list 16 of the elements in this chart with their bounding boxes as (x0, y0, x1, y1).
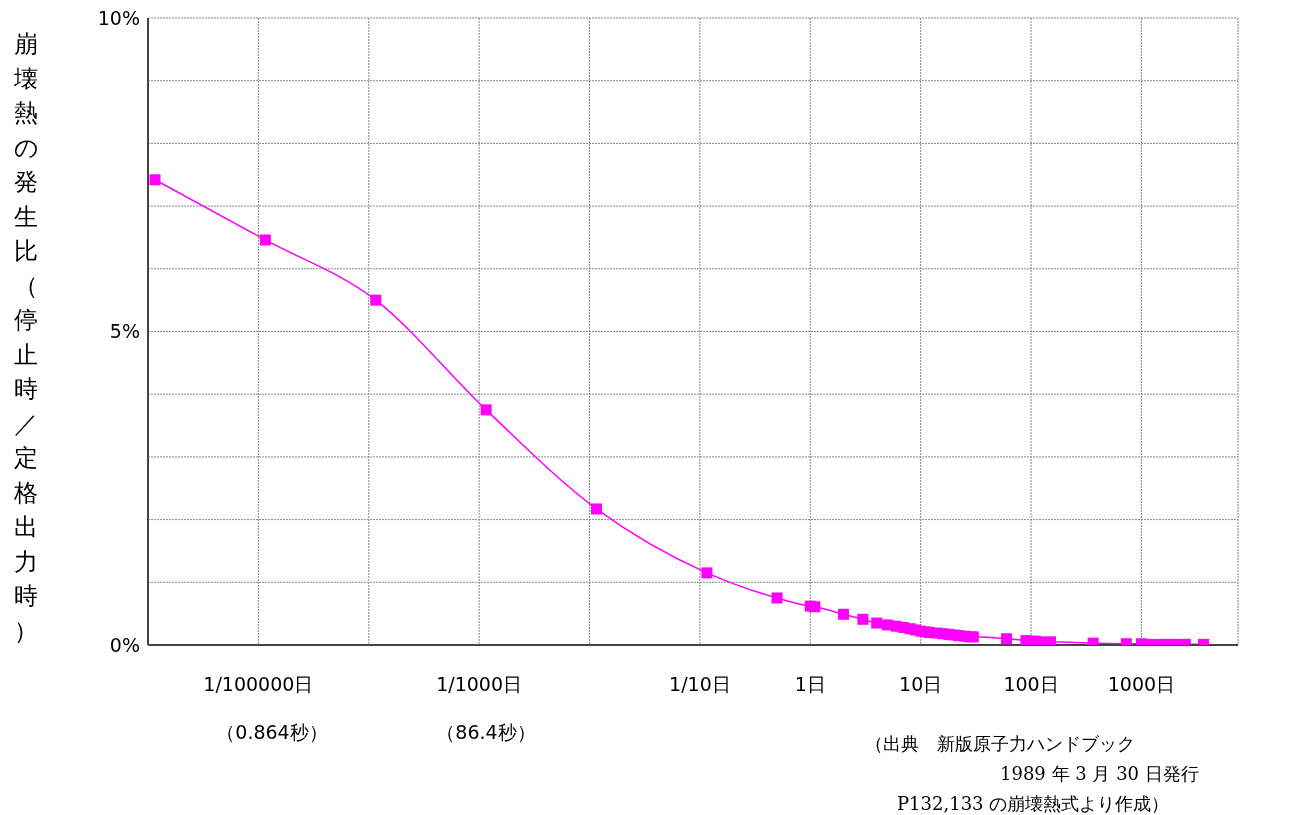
x-tick-label: 100日 (1003, 673, 1059, 695)
x-tick-label: 10日 (899, 673, 943, 695)
text: （0.864秒） (216, 720, 328, 745)
text: P132,133 の崩壊熱式より作成） (897, 792, 1170, 815)
text: 1989 年 3 月 30 日発行 (1000, 762, 1199, 786)
y-tick-label: 5% (109, 320, 140, 343)
x-tick-label: 1000日 (1107, 673, 1176, 695)
text: （86.4秒） (436, 720, 536, 745)
y-tick-label: 0% (109, 633, 140, 656)
x-tick-label: 1/100000日 (203, 673, 314, 695)
x-tick-label: 1/10日 (669, 673, 731, 695)
text: （出典 新版原子力ハンドブック (865, 732, 1135, 756)
text: 崩壊熱の発生比（停止時／定格出力時） (13, 30, 39, 645)
x-tick-label: 1日 (794, 673, 826, 695)
x-tick-label: 1/1000日 (436, 673, 523, 695)
y-tick-label: 10% (97, 6, 140, 29)
